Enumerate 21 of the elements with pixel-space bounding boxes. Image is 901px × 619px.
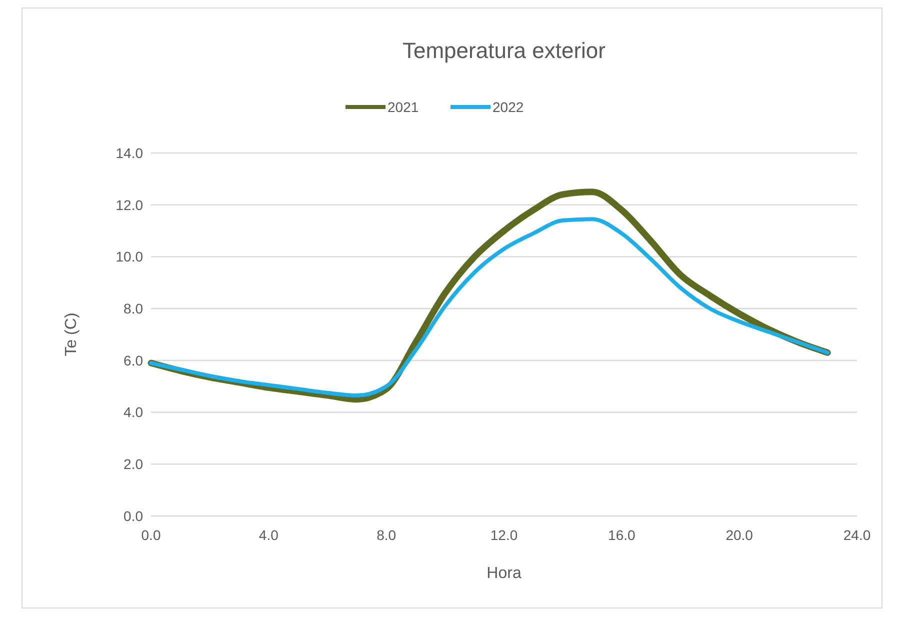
y-tick-label: 0.0 [124, 508, 144, 524]
x-tick-label: 12.0 [490, 527, 518, 543]
legend-label: 2022 [492, 98, 524, 115]
x-tick-label: 4.0 [258, 527, 279, 543]
y-tick-label: 12.0 [116, 196, 144, 213]
chart-title: Temperatura exterior [402, 38, 606, 63]
y-tick-label: 2.0 [124, 456, 144, 472]
y-tick-label: 8.0 [124, 300, 144, 316]
y-tick-label: 6.0 [124, 352, 144, 368]
y-tick-label: 4.0 [124, 404, 144, 420]
x-tick-label: 0.0 [141, 527, 161, 543]
line-series [149, 217, 830, 398]
y-axis-title: Te (C) [63, 312, 80, 356]
legend-label: 2021 [388, 98, 419, 115]
y-tick-label: 10.0 [116, 248, 144, 265]
x-tick-label: 20.0 [726, 527, 754, 543]
x-axis-title: Hora [486, 565, 522, 582]
x-tick-label: 8.0 [376, 527, 396, 543]
y-tick-label: 14.0 [116, 144, 144, 161]
x-tick-label: 16.0 [608, 527, 636, 543]
x-tick-label: 24.0 [843, 527, 871, 543]
